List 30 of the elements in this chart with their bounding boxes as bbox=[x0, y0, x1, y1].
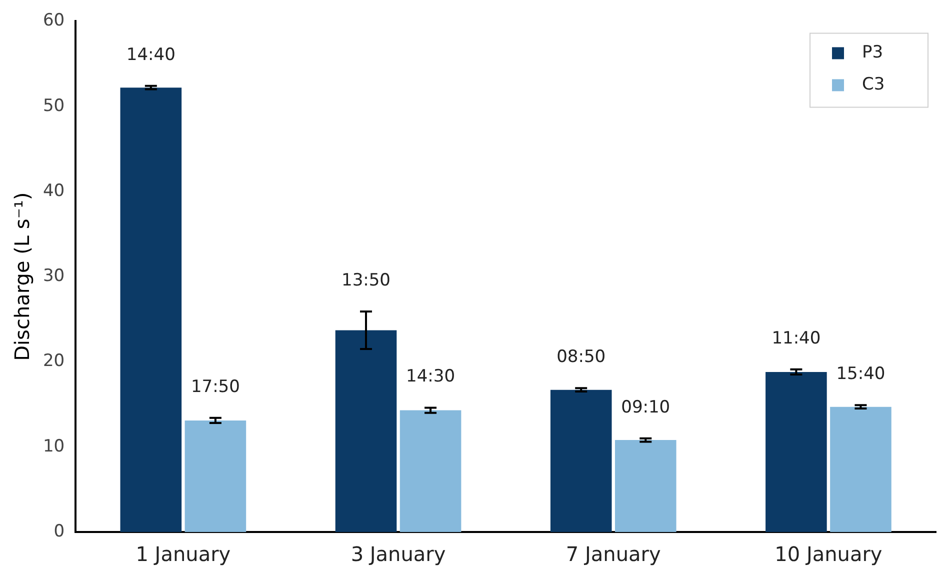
legend-label: P3 bbox=[862, 42, 884, 63]
y-tick-label: 30 bbox=[42, 266, 65, 286]
x-tick-label: 3 January bbox=[350, 542, 446, 566]
x-tick-label: 10 January bbox=[774, 542, 882, 566]
bar bbox=[400, 410, 462, 532]
bar bbox=[335, 330, 397, 532]
annotation: 15:40 bbox=[836, 364, 886, 384]
bar bbox=[120, 88, 182, 532]
bar bbox=[830, 406, 892, 532]
bar bbox=[550, 390, 612, 532]
x-tick-label: 1 January bbox=[136, 542, 231, 566]
y-tick-label: 20 bbox=[42, 351, 65, 372]
bar bbox=[614, 440, 676, 532]
y-tick-label: 0 bbox=[54, 521, 65, 542]
annotation: 14:40 bbox=[126, 44, 176, 65]
annotation: 09:10 bbox=[621, 397, 670, 418]
y-tick-label: 10 bbox=[42, 436, 65, 456]
annotation: 14:30 bbox=[406, 366, 456, 387]
y-tick-label: 50 bbox=[42, 96, 65, 116]
x-tick-label: 7 January bbox=[566, 542, 661, 566]
annotation: 11:40 bbox=[772, 328, 821, 348]
legend-label: C3 bbox=[862, 74, 885, 95]
bar bbox=[184, 420, 246, 532]
y-axis-title: Discharge (L s⁻¹) bbox=[10, 192, 34, 361]
bar bbox=[766, 372, 827, 532]
y-tick-label: 40 bbox=[42, 180, 65, 201]
annotation: 13:50 bbox=[342, 270, 391, 290]
annotation: 17:50 bbox=[190, 376, 240, 397]
annotation: 08:50 bbox=[556, 347, 606, 368]
y-tick-label: 60 bbox=[42, 10, 65, 31]
